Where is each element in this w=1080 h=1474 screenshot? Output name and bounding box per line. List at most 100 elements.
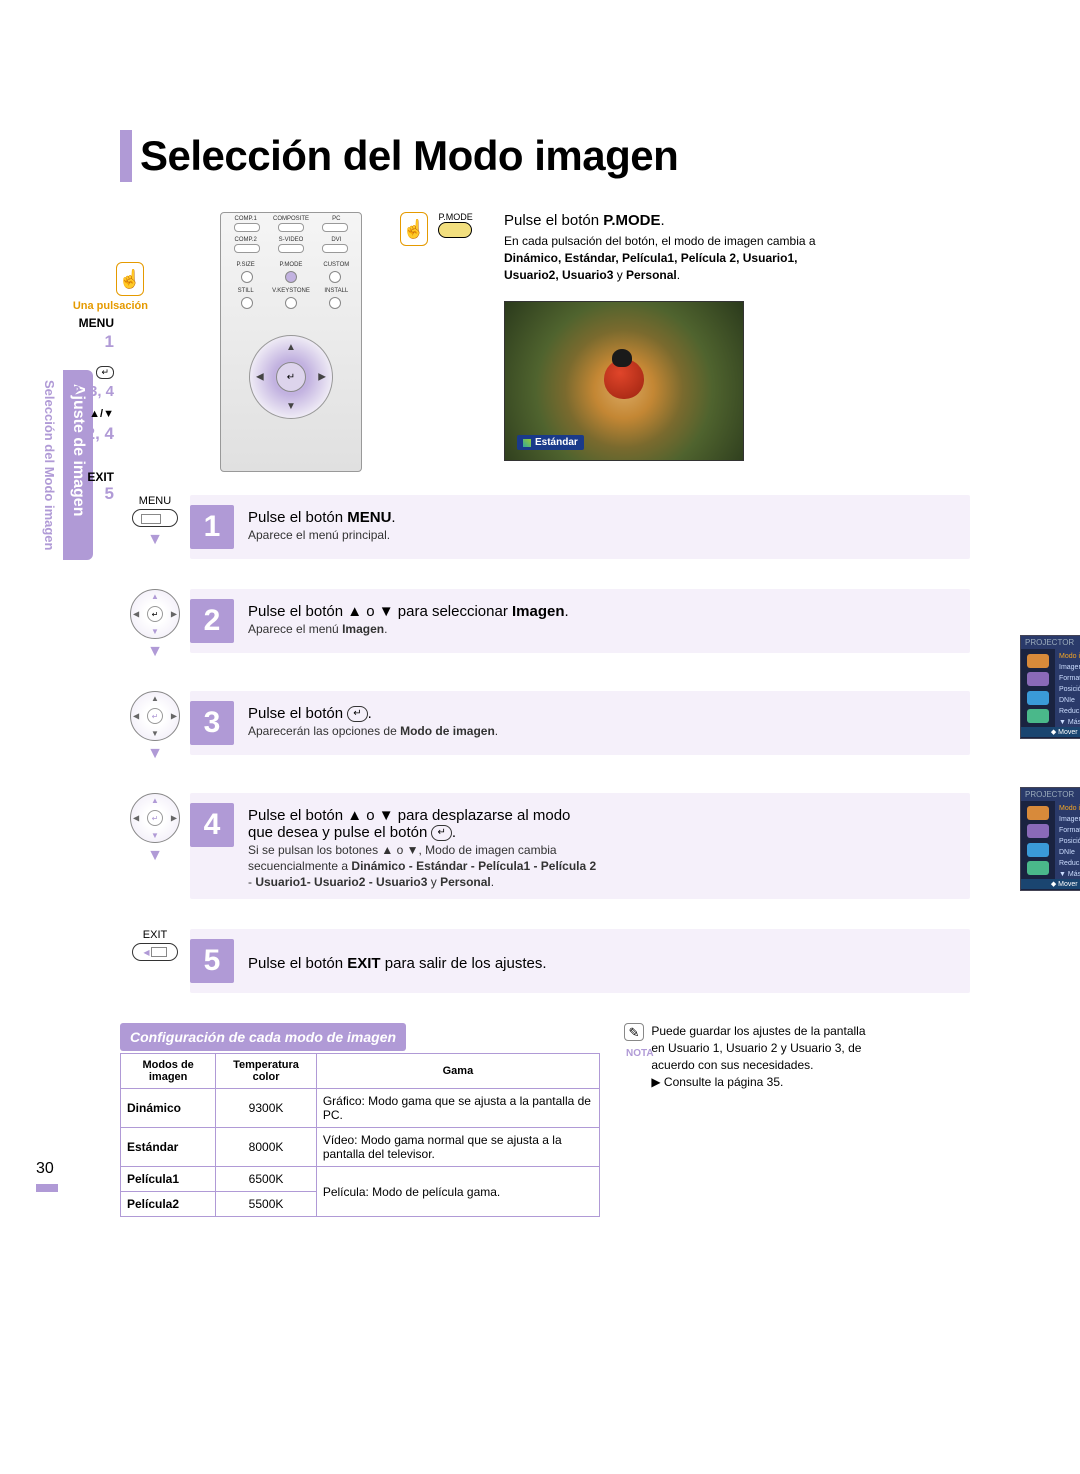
remote-control-diagram: COMP.1COMPOSITEPC COMP.2S-VIDEODVI P.SIZ… <box>220 212 362 472</box>
table-col-modos: Modos de imagen <box>121 1054 216 1089</box>
step-thumb: MENU ▼ <box>120 495 190 549</box>
legend-n234: 2, 3, 4 <box>44 383 114 400</box>
step-row: ▲▼ ◀▶ ↵ ▼ 4 Pulse el botón ▲ o ▼ para de… <box>120 793 970 899</box>
top-section: ☝ Una pulsación MENU 1 ↵ 2, 3, 4 ▲/▼ 2, … <box>120 212 970 461</box>
osd-foot-move: Mover <box>1058 729 1077 736</box>
remote-lbl: DVI <box>314 237 359 243</box>
text: y <box>427 875 440 889</box>
legend-enter-icon: ↵ <box>96 366 114 379</box>
remote-lbl: COMPOSITE <box>268 216 313 222</box>
down-arrow-icon: ▼ <box>120 847 190 865</box>
remote-lbl: V.KEYSTONE <box>268 288 313 294</box>
remote-lbl: PC <box>314 216 359 222</box>
ladybug-graphic <box>604 359 644 399</box>
steps-list: MENU ▼ 1 Pulse el botón MENU. Aparece el… <box>120 495 970 993</box>
text-bold: Usuario1- Usuario2 - Usuario3 <box>255 875 427 889</box>
pmode-title: Pulse el botón P.MODE. <box>504 212 834 229</box>
remote-lbl: INSTALL <box>314 288 359 294</box>
pmode-shortcut-col: ☝ P.MODE <box>400 212 484 461</box>
step-number: 5 <box>190 939 234 983</box>
nota-ref: ▶ Consulte la página 35. <box>651 1075 783 1089</box>
text: Pulse el botón <box>248 509 347 526</box>
remote-lbl: S-VIDEO <box>268 237 313 243</box>
dpad-thumb: ▲▼ ◀▶ ↵ <box>130 793 180 843</box>
step-thumb: ▲▼ ◀▶ ↵ ▼ <box>120 793 190 865</box>
text: Pulse el botón <box>248 705 347 722</box>
nota-block: ✎ Puede guardar los ajustes de la pantal… <box>624 1023 904 1217</box>
step-text: Pulse el botón ▲ o ▼ para seleccionar Im… <box>248 599 569 636</box>
legend-exit: EXIT <box>44 470 114 484</box>
text: Aparece el menú <box>248 622 342 636</box>
hand-icon: ☝ <box>116 262 144 296</box>
remote-lbl: CUSTOM <box>314 262 359 268</box>
down-arrow-icon: ▼ <box>120 643 190 661</box>
legend-n1: 1 <box>44 332 114 352</box>
legend-menu: MENU <box>44 316 114 330</box>
step-text: Pulse el botón ▲ o ▼ para desplazarse al… <box>248 803 596 889</box>
text: . <box>391 509 395 526</box>
step-body: 4 Pulse el botón ▲ o ▼ para desplazarse … <box>190 793 970 899</box>
legend-n24: 2, 4 <box>44 424 114 444</box>
remote-lbl: P.MODE <box>268 262 313 268</box>
remote-lbl: P.SIZE <box>223 262 268 268</box>
text: . <box>565 603 569 620</box>
nota-label: NOTA <box>626 1047 904 1061</box>
step-text: Pulse el botón EXIT para salir de los aj… <box>248 951 547 972</box>
osd-foot-move: Mover <box>1058 881 1077 888</box>
text-bold: Modo de imagen <box>400 724 495 738</box>
step-number: 4 <box>190 803 234 847</box>
table-col-gama: Gama <box>316 1054 599 1089</box>
down-arrow-icon: ▼ <box>120 531 190 549</box>
enter-icon: ↵ <box>431 825 451 841</box>
osd-screenshot-1: PROJECTORImagen Modo imagen: Película 1▶… <box>1020 635 1080 739</box>
text: y <box>613 268 626 282</box>
nota-icon: ✎ <box>624 1023 644 1041</box>
step-text: Pulse el botón ↵. Aparecerán las opcione… <box>248 701 498 738</box>
pmode-text: En cada pulsación del botón, el modo de … <box>504 233 834 283</box>
dpad-thumb: ▲▼ ◀▶ ↵ <box>130 691 180 741</box>
text: Pulse el botón <box>248 955 347 972</box>
text: . <box>491 875 494 889</box>
text: . <box>661 212 665 229</box>
down-arrow-icon: ▼ <box>120 745 190 763</box>
text-bold: P.MODE <box>603 212 660 229</box>
remote-lbl: STILL <box>223 288 268 294</box>
step-number: 1 <box>190 505 234 549</box>
page-number-accent <box>36 1184 58 1192</box>
pmode-btn-label: P.MODE <box>438 212 472 222</box>
osd-hdr-l: PROJECTOR <box>1021 636 1080 649</box>
menu-button-icon <box>132 509 178 527</box>
text: En cada pulsación del botón, el modo de … <box>504 234 816 248</box>
enter-icon: ↵ <box>347 706 367 722</box>
preview-mode-badge: Estándar <box>517 435 584 450</box>
step-thumb: ▲▼ ◀▶ ↵ ▼ <box>120 691 190 763</box>
text-bold: Dinámico - Estándar - Película1 - Pelícu… <box>351 859 596 873</box>
step-body: 3 Pulse el botón ↵. Aparecerán las opcio… <box>190 691 970 755</box>
thumb-label: EXIT <box>120 929 190 941</box>
step-body: 1 Pulse el botón MENU. Aparece el menú p… <box>190 495 970 559</box>
text: Pulse el botón <box>504 212 603 229</box>
step-row: ▲▼ ◀▶ ↵ ▼ 2 Pulse el botón ▲ o ▼ para se… <box>120 589 970 661</box>
text-bold: Personal <box>626 268 677 282</box>
text-bold: MENU <box>347 509 391 526</box>
thumb-label: MENU <box>120 495 190 507</box>
text: secuencialmente a <box>248 859 351 873</box>
step-sub: Aparece el menú principal. <box>248 528 396 542</box>
pmode-button-icon <box>438 222 472 238</box>
page-number: 30 <box>36 1160 54 1178</box>
step-thumb: ▲▼ ◀▶ ↵ ▼ <box>120 589 190 661</box>
step-thumb: EXIT <box>120 929 190 961</box>
text: Pulse el botón ▲ o ▼ para seleccionar <box>248 603 512 620</box>
config-table-wrap: Configuración de cada modo de imagen Mod… <box>120 1023 600 1217</box>
dpad-thumb: ▲▼ ◀▶ ↵ <box>130 589 180 639</box>
config-table-header: Configuración de cada modo de imagen <box>120 1023 406 1051</box>
step-number: 2 <box>190 599 234 643</box>
legend-n5: 5 <box>44 484 114 504</box>
text: . <box>384 622 387 636</box>
text: que desea y pulse el botón <box>248 824 431 841</box>
exit-button-icon <box>132 943 178 961</box>
text: . <box>495 724 498 738</box>
page-title: Selección del Modo imagen <box>140 132 678 180</box>
remote-lbl: COMP.1 <box>223 216 268 222</box>
text-bold: Imagen <box>512 603 565 620</box>
